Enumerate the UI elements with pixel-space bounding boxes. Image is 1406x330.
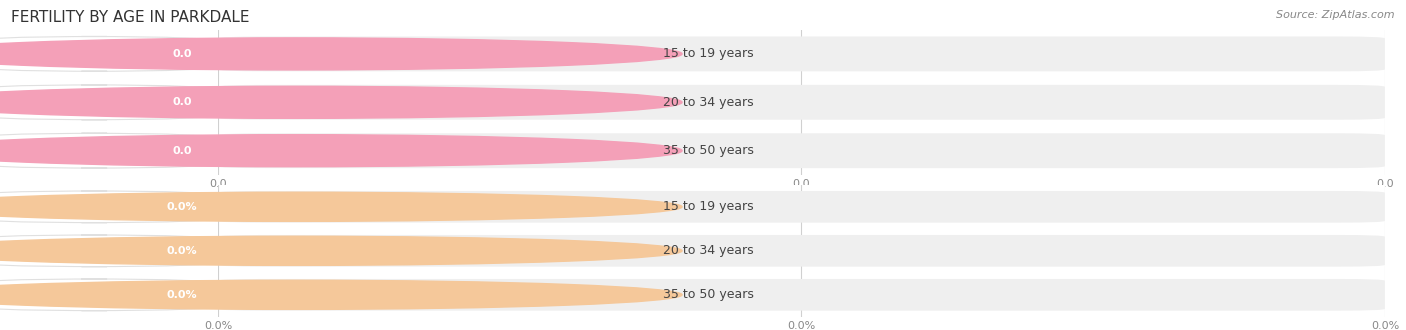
- Text: 15 to 19 years: 15 to 19 years: [662, 200, 754, 213]
- FancyBboxPatch shape: [218, 279, 1385, 311]
- Circle shape: [0, 236, 682, 265]
- Circle shape: [0, 135, 682, 167]
- Circle shape: [0, 280, 682, 309]
- Circle shape: [0, 86, 682, 118]
- FancyBboxPatch shape: [146, 239, 218, 263]
- Text: FERTILITY BY AGE IN PARKDALE: FERTILITY BY AGE IN PARKDALE: [11, 10, 250, 25]
- FancyBboxPatch shape: [0, 235, 221, 267]
- Circle shape: [0, 192, 682, 221]
- FancyBboxPatch shape: [218, 191, 1385, 223]
- FancyBboxPatch shape: [218, 133, 1385, 168]
- FancyBboxPatch shape: [0, 133, 221, 168]
- FancyBboxPatch shape: [146, 41, 218, 67]
- Text: 0.0%: 0.0%: [166, 202, 197, 212]
- Text: 35 to 50 years: 35 to 50 years: [662, 288, 754, 301]
- Text: 0.0: 0.0: [172, 49, 191, 59]
- Text: 35 to 50 years: 35 to 50 years: [662, 144, 754, 157]
- FancyBboxPatch shape: [218, 235, 1385, 267]
- Text: 0.0%: 0.0%: [166, 290, 197, 300]
- FancyBboxPatch shape: [146, 89, 218, 116]
- FancyBboxPatch shape: [218, 85, 1385, 120]
- Text: 15 to 19 years: 15 to 19 years: [662, 48, 754, 60]
- FancyBboxPatch shape: [0, 279, 221, 311]
- Text: 0.0%: 0.0%: [166, 246, 197, 256]
- FancyBboxPatch shape: [0, 191, 221, 223]
- FancyBboxPatch shape: [218, 37, 1385, 71]
- Text: Source: ZipAtlas.com: Source: ZipAtlas.com: [1277, 10, 1395, 20]
- Circle shape: [0, 38, 682, 70]
- Text: 0.0: 0.0: [172, 97, 191, 107]
- Text: 0.0: 0.0: [172, 146, 191, 156]
- FancyBboxPatch shape: [0, 85, 221, 120]
- FancyBboxPatch shape: [146, 283, 218, 307]
- FancyBboxPatch shape: [146, 195, 218, 219]
- Text: 20 to 34 years: 20 to 34 years: [662, 244, 754, 257]
- FancyBboxPatch shape: [0, 37, 221, 71]
- FancyBboxPatch shape: [146, 138, 218, 164]
- Text: 20 to 34 years: 20 to 34 years: [662, 96, 754, 109]
